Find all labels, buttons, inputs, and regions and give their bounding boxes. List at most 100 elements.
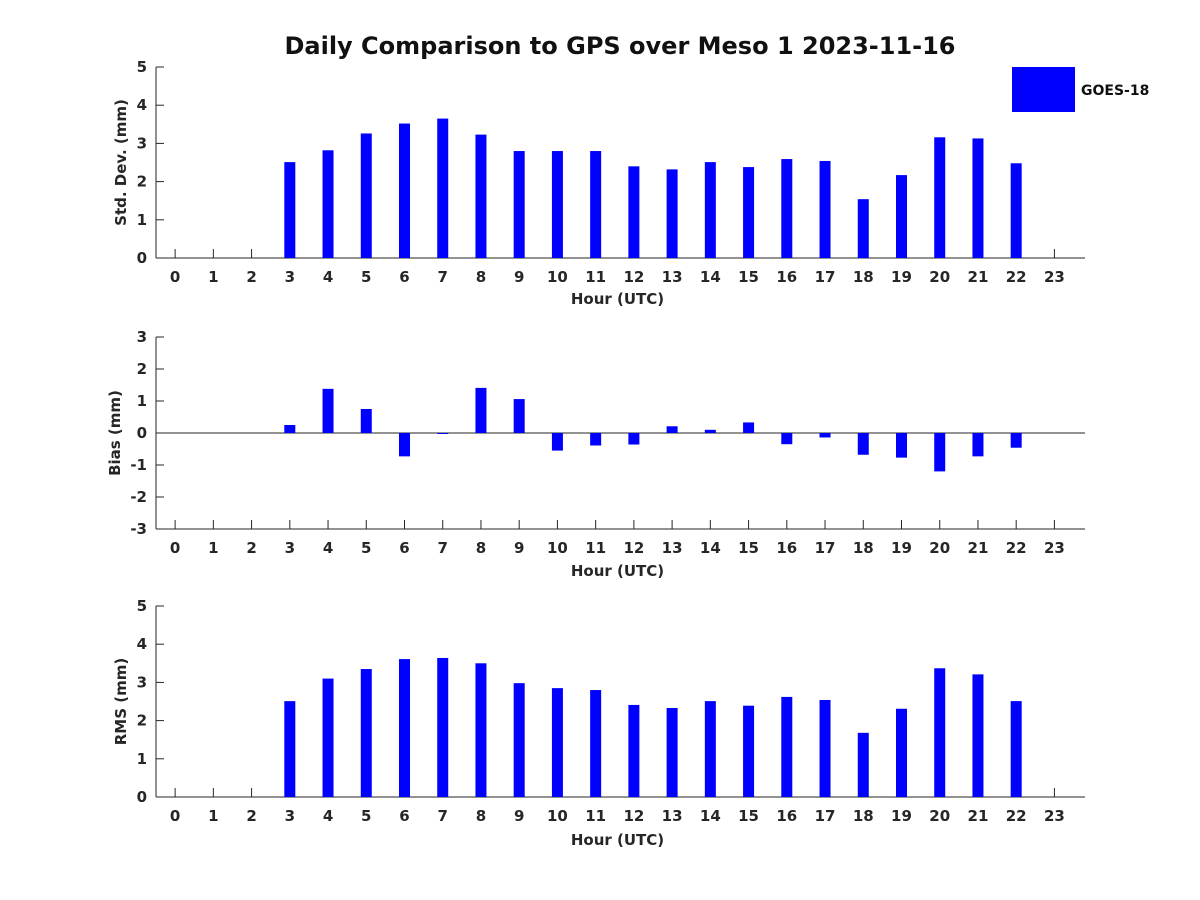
std-dev-x-tick-label: 20 [929, 268, 950, 286]
std-dev-x-tick-label: 3 [285, 268, 295, 286]
std-dev-x-tick-label: 11 [585, 268, 606, 286]
bias-bar [934, 433, 946, 472]
bias-bar [628, 433, 640, 445]
std-dev-bar [704, 162, 716, 258]
std-dev-x-tick-label: 23 [1044, 268, 1065, 286]
rms-bar [704, 701, 716, 797]
rms-bar [551, 688, 563, 797]
bias-bar [475, 387, 487, 433]
rms-x-tick-label: 8 [476, 807, 486, 825]
std-dev-bar [551, 151, 563, 258]
std-dev-bar [590, 151, 602, 258]
legend-swatch [1012, 67, 1075, 112]
rms-bar [398, 659, 410, 797]
bias-x-tick-label: 11 [585, 539, 606, 557]
bias-x-tick-label: 23 [1044, 539, 1065, 557]
std-dev-bar [857, 199, 869, 258]
bias-y-tick-label: 0 [137, 424, 147, 442]
bias-x-tick-label: 16 [776, 539, 797, 557]
rms-x-tick-label: 11 [585, 807, 606, 825]
std-dev-x-tick-label: 19 [891, 268, 912, 286]
bias-x-tick-label: 3 [285, 539, 295, 557]
bias-x-tick-label: 10 [547, 539, 568, 557]
std-dev-y-tick-label: 5 [137, 58, 147, 76]
std-dev-x-tick-label: 10 [547, 268, 568, 286]
rms-x-tick-label: 10 [547, 807, 568, 825]
rms-bar [781, 696, 793, 797]
std-dev-x-tick-label: 2 [246, 268, 256, 286]
std-dev-bar [781, 159, 793, 258]
figure-title: Daily Comparison to GPS over Meso 1 2023… [284, 32, 955, 60]
bias-x-tick-label: 12 [623, 539, 644, 557]
bias-bar [360, 409, 372, 433]
std-dev-x-tick-label: 0 [170, 268, 180, 286]
bias-bar [972, 433, 984, 457]
bias-x-axis-label: Hour (UTC) [571, 562, 664, 580]
bias-x-tick-label: 9 [514, 539, 524, 557]
rms-x-tick-label: 7 [438, 807, 448, 825]
bias-x-tick-label: 1 [208, 539, 218, 557]
rms-x-tick-label: 14 [700, 807, 721, 825]
rms-bar [1010, 701, 1022, 797]
rms-bar [437, 657, 449, 797]
rms-bar [284, 701, 296, 797]
std-dev-bar [513, 151, 525, 258]
std-dev-bar [360, 133, 372, 258]
rms-y-tick-label: 4 [137, 635, 147, 653]
bias-y-axis-label: Bias (mm) [106, 390, 124, 476]
bias-x-tick-label: 7 [438, 539, 448, 557]
std-dev-bar [743, 167, 755, 258]
rms-y-tick-label: 0 [137, 788, 147, 806]
bias-x-tick-label: 6 [399, 539, 409, 557]
rms-x-tick-label: 2 [246, 807, 256, 825]
std-dev-bar [398, 123, 410, 258]
rms-x-tick-label: 0 [170, 807, 180, 825]
rms-x-tick-label: 17 [815, 807, 836, 825]
rms-bar [972, 674, 984, 797]
std-dev-x-tick-label: 13 [662, 268, 683, 286]
bias-bar [513, 399, 525, 433]
std-dev-x-tick-label: 12 [623, 268, 644, 286]
rms-y-tick-label: 3 [137, 673, 147, 691]
rms-x-tick-label: 19 [891, 807, 912, 825]
bias-bar [284, 425, 296, 433]
bias-bar [704, 429, 716, 433]
bias-x-tick-label: 8 [476, 539, 486, 557]
rms-x-tick-label: 4 [323, 807, 333, 825]
bias-bar [819, 433, 831, 438]
bias-x-tick-label: 17 [815, 539, 836, 557]
bias-bar [590, 433, 602, 446]
std-dev-x-tick-label: 7 [438, 268, 448, 286]
std-dev-y-tick-label: 1 [137, 211, 147, 229]
std-dev-y-tick-label: 3 [137, 134, 147, 152]
std-dev-bar [1010, 163, 1022, 258]
rms-x-tick-label: 18 [853, 807, 874, 825]
std-dev-x-tick-label: 6 [399, 268, 409, 286]
rms-x-tick-label: 3 [285, 807, 295, 825]
std-dev-bar [628, 166, 640, 258]
bias-bar [781, 433, 793, 445]
std-dev-x-axis-label: Hour (UTC) [571, 290, 664, 308]
std-dev-x-tick-label: 21 [968, 268, 989, 286]
std-dev-x-tick-label: 15 [738, 268, 759, 286]
bias-y-tick-label: 2 [137, 360, 147, 378]
rms-bar [743, 705, 755, 797]
std-dev-bar [437, 118, 449, 258]
std-dev-x-tick-label: 4 [323, 268, 333, 286]
std-dev-x-tick-label: 18 [853, 268, 874, 286]
std-dev-bar [972, 138, 984, 258]
std-dev-bar [819, 160, 831, 258]
rms-bar [513, 683, 525, 797]
rms-y-tick-label: 2 [137, 712, 147, 730]
bias-x-tick-label: 18 [853, 539, 874, 557]
rms-bar [628, 704, 640, 797]
std-dev-x-tick-label: 9 [514, 268, 524, 286]
std-dev-x-tick-label: 5 [361, 268, 371, 286]
bias-x-tick-label: 5 [361, 539, 371, 557]
rms-x-tick-label: 20 [929, 807, 950, 825]
rms-bar [360, 669, 372, 797]
rms-bar [475, 663, 487, 797]
